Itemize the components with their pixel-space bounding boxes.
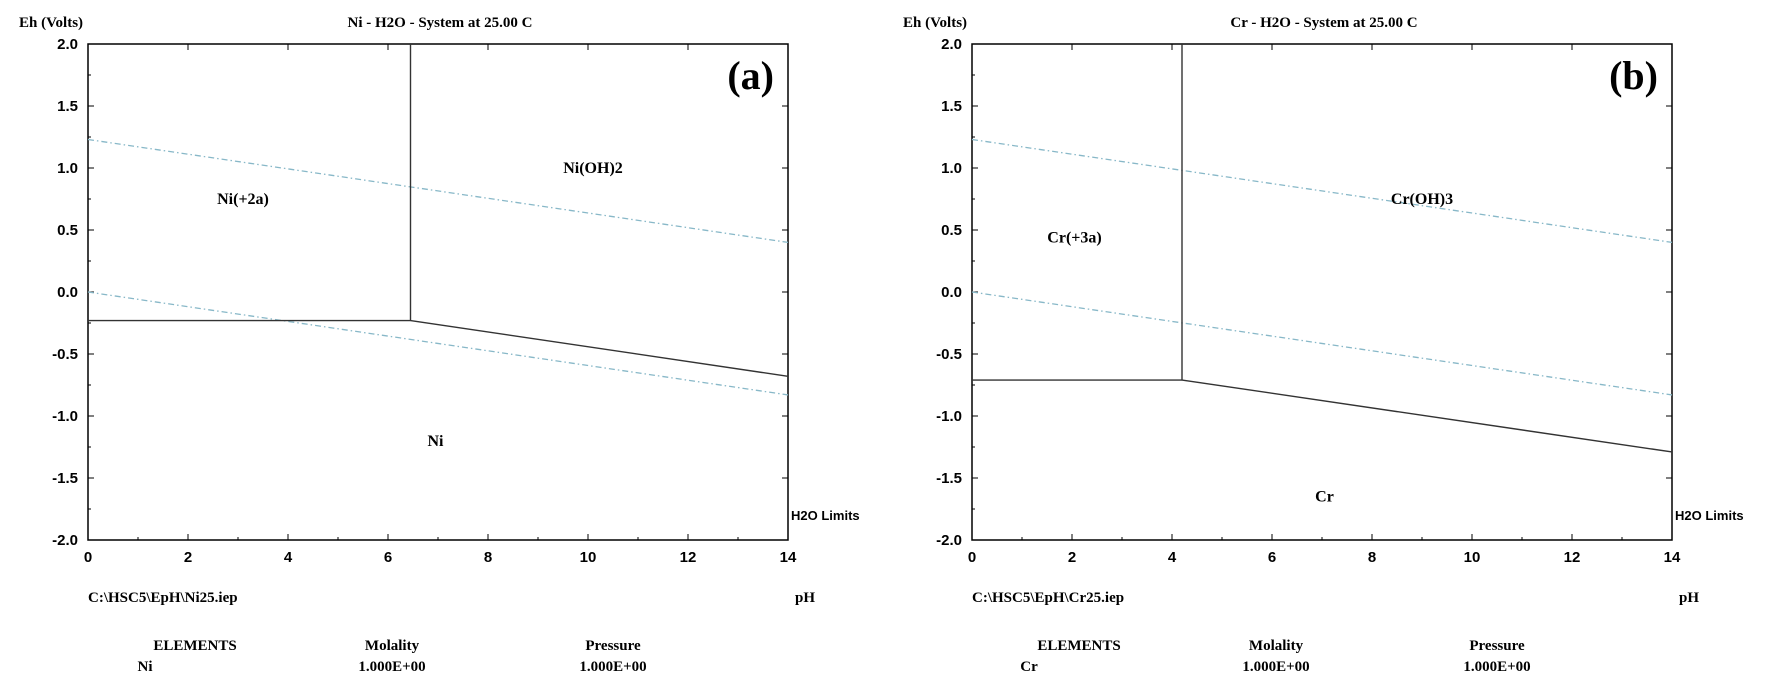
file-path: C:\HSC5\EpH\Ni25.iep [88, 590, 238, 606]
x-tick-label: 14 [780, 549, 797, 566]
x-tick-label: 4 [284, 549, 293, 566]
x-tick-label: 12 [1564, 549, 1581, 566]
region-label: Cr(OH)3 [1391, 191, 1453, 208]
y-tick-label: 1.0 [57, 160, 78, 177]
footer-value: 1.000E+00 [1463, 659, 1530, 675]
footer-header: Molality [1249, 638, 1304, 654]
y-tick-label: 0.0 [57, 284, 78, 301]
water-limit-line [971, 138, 1673, 244]
water-limit-line [971, 291, 1673, 396]
water-limit-line [87, 291, 789, 396]
y-tick-label: -1.0 [936, 408, 962, 425]
panel-label: (b) [1609, 53, 1658, 98]
x-tick-label: 2 [184, 549, 192, 566]
region-label: Cr(+3a) [1047, 229, 1101, 246]
region-label: Ni(+2a) [217, 191, 269, 208]
x-axis-label: pH [795, 590, 815, 606]
y-tick-label: -2.0 [52, 532, 78, 549]
x-axis-label: pH [1679, 590, 1699, 606]
y-tick-label: -1.5 [936, 470, 962, 487]
y-axis-label: Eh (Volts) [19, 15, 83, 31]
x-tick-label: 14 [1664, 549, 1681, 566]
x-tick-label: 10 [1464, 549, 1481, 566]
chart-title: Cr - H2O - System at 25.00 C [1230, 15, 1417, 31]
x-tick-label: 0 [968, 549, 976, 566]
plot-frame [87, 43, 789, 541]
phase-boundary-line [410, 319, 789, 378]
water-limit-line [87, 138, 789, 244]
plot-frame [971, 43, 1673, 541]
h2o-limits-label: H2O Limits [791, 508, 860, 523]
x-tick-label: 8 [1368, 549, 1376, 566]
y-tick-label: 1.0 [941, 160, 962, 177]
footer-value: 1.000E+00 [358, 659, 425, 675]
footer-header: Pressure [585, 638, 641, 654]
region-label: Ni(OH)2 [563, 160, 623, 177]
x-tick-label: 12 [680, 549, 697, 566]
footer-value: Ni [138, 659, 153, 675]
footer-value: 1.000E+00 [579, 659, 646, 675]
footer-header: Pressure [1469, 638, 1525, 654]
footer-value: 1.000E+00 [1242, 659, 1309, 675]
footer-value: Cr [1020, 659, 1038, 675]
x-tick-label: 0 [84, 549, 92, 566]
y-tick-label: -0.5 [52, 346, 78, 363]
phase-boundary-line [1181, 379, 1673, 453]
y-tick-label: -0.5 [936, 346, 962, 363]
y-tick-label: 1.5 [941, 98, 962, 115]
y-tick-label: -2.0 [936, 532, 962, 549]
x-tick-label: 6 [1268, 549, 1276, 566]
x-tick-label: 10 [580, 549, 597, 566]
y-tick-label: 0.5 [57, 222, 78, 239]
chart-title: Ni - H2O - System at 25.00 C [348, 15, 533, 31]
file-path: C:\HSC5\EpH\Cr25.iep [972, 590, 1124, 606]
x-tick-label: 2 [1068, 549, 1076, 566]
panel-b: Eh (Volts) Cr - H2O - System at 25.00 C 2.… [903, 15, 1744, 675]
y-tick-label: 0.0 [941, 284, 962, 301]
footer-header: ELEMENTS [1037, 638, 1120, 654]
region-label: Ni [428, 433, 445, 450]
y-tick-label: 2.0 [57, 36, 78, 53]
x-tick-label: 4 [1168, 549, 1177, 566]
panel-label: (a) [727, 53, 774, 98]
y-tick-label: 1.5 [57, 98, 78, 115]
footer-header: ELEMENTS [153, 638, 236, 654]
y-tick-label: 0.5 [941, 222, 962, 239]
y-tick-label: -1.0 [52, 408, 78, 425]
region-label: Cr [1315, 489, 1334, 506]
footer-header: Molality [365, 638, 420, 654]
panel-a: Eh (Volts) Ni - H2O - System at 25.00 C 2.… [19, 15, 860, 675]
y-tick-label: 2.0 [941, 36, 962, 53]
x-tick-label: 8 [484, 549, 492, 566]
x-tick-label: 6 [384, 549, 392, 566]
h2o-limits-label: H2O Limits [1675, 508, 1744, 523]
y-tick-label: -1.5 [52, 470, 78, 487]
y-axis-label: Eh (Volts) [903, 15, 967, 31]
